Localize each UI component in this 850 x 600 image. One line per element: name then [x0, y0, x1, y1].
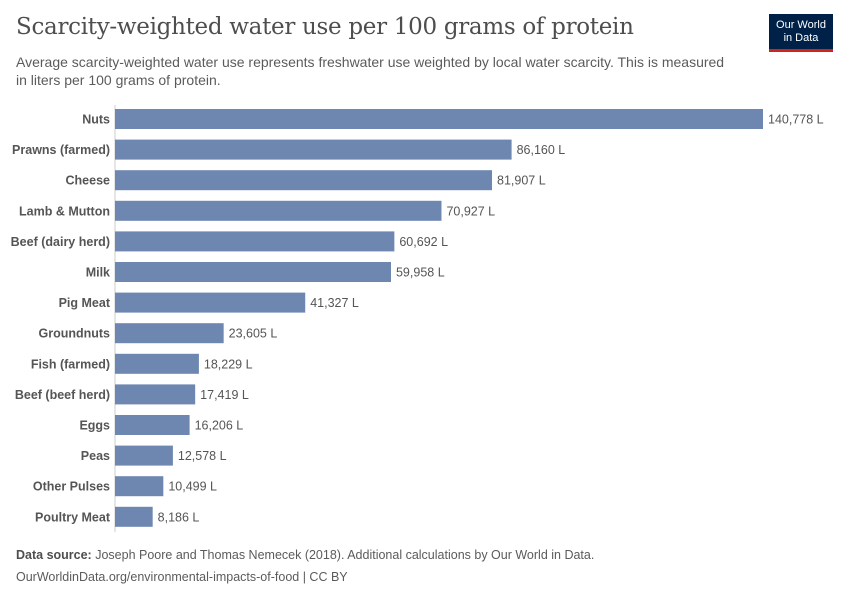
- category-label: Other Pulses: [33, 480, 110, 494]
- logo-line-2: in Data: [783, 32, 819, 44]
- category-label: Fish (farmed): [31, 357, 110, 371]
- bar: [115, 415, 190, 435]
- owid-logo[interactable]: Our World in Data: [769, 14, 833, 52]
- bar: [115, 353, 199, 374]
- value-label: 23,605 L: [229, 327, 278, 341]
- value-label: 10,499 L: [168, 480, 217, 494]
- logo-line-1: Our World: [776, 19, 826, 31]
- source-label: Data source:: [16, 548, 92, 562]
- value-label: 140,778 L: [768, 113, 824, 127]
- value-label: 81,907 L: [497, 174, 546, 188]
- value-label: 86,160 L: [517, 143, 566, 157]
- bar: [115, 262, 391, 282]
- value-label: 59,958 L: [396, 266, 445, 280]
- bar: [115, 139, 512, 160]
- chart-title: Scarcity-weighted water use per 100 gram…: [16, 14, 634, 40]
- category-label: Nuts: [82, 113, 110, 127]
- bar-chart: Nuts 140,778 L Prawns (farmed) 86,160 L Chee…: [11, 105, 824, 532]
- category-label: Lamb & Mutton: [19, 204, 110, 218]
- category-label: Prawns (farmed): [12, 143, 110, 157]
- source-text: Joseph Poore and Thomas Nemecek (2018). …: [91, 548, 595, 562]
- bar: [115, 506, 153, 527]
- value-label: 60,692 L: [399, 235, 448, 249]
- value-label: 18,229 L: [204, 357, 253, 371]
- category-label: Beef (dairy herd): [11, 235, 110, 249]
- bar: [115, 323, 224, 344]
- bar: [115, 200, 442, 221]
- value-label: 8,186 L: [158, 510, 200, 524]
- bar: [115, 231, 395, 252]
- value-label: 16,206 L: [195, 419, 244, 433]
- category-label: Pig Meat: [59, 296, 111, 310]
- bar: [115, 109, 763, 129]
- value-label: 70,927 L: [446, 204, 495, 218]
- bar: [115, 476, 164, 497]
- value-label: 17,419 L: [200, 388, 249, 402]
- category-label: Beef (beef herd): [15, 388, 110, 402]
- bar: [115, 445, 173, 466]
- data-source: Data source: Joseph Poore and Thomas Nem…: [16, 548, 594, 562]
- bar: [115, 292, 306, 313]
- category-label: Cheese: [66, 174, 111, 188]
- value-label: 41,327 L: [310, 296, 359, 310]
- url-license[interactable]: OurWorldinData.org/environmental-impacts…: [16, 570, 348, 584]
- category-label: Peas: [81, 449, 110, 463]
- value-label: 12,578 L: [178, 449, 227, 463]
- category-label: Groundnuts: [38, 327, 110, 341]
- chart-subtitle: Average scarcity-weighted water use repr…: [16, 54, 725, 88]
- category-label: Milk: [86, 266, 110, 280]
- bar: [115, 170, 493, 191]
- category-label: Eggs: [79, 419, 110, 433]
- bar: [115, 384, 196, 405]
- category-label: Poultry Meat: [35, 510, 111, 524]
